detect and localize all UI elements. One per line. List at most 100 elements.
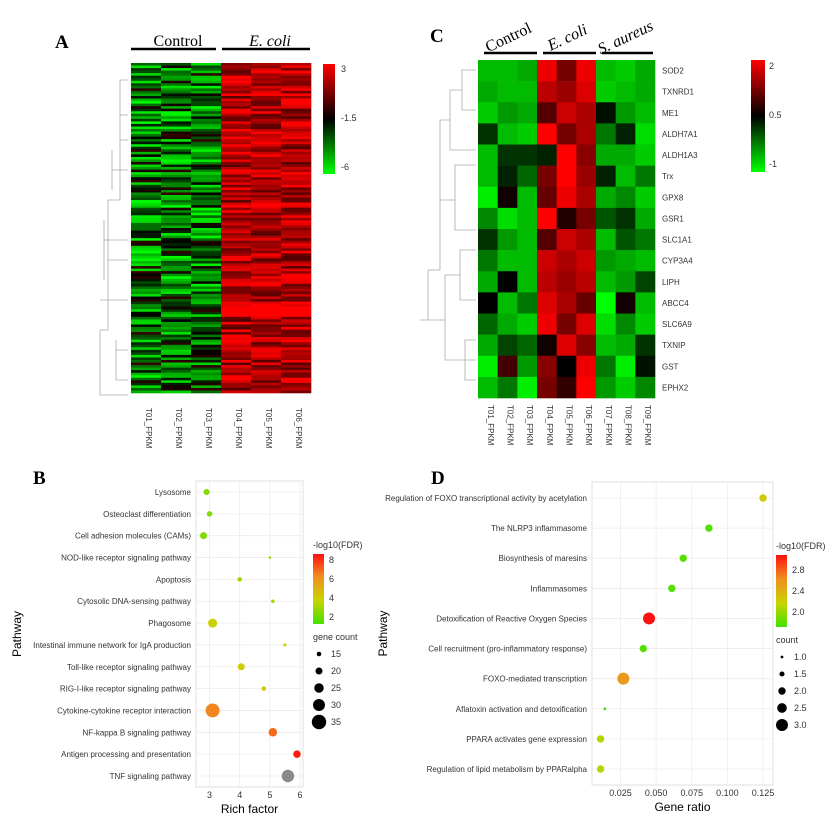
heat-cell xyxy=(191,240,222,244)
heat-cell xyxy=(131,352,162,356)
heat-cell xyxy=(281,357,312,361)
heat-cell xyxy=(281,362,312,366)
heat-cell xyxy=(131,261,162,264)
heat-cell xyxy=(221,337,252,340)
heat-cell xyxy=(251,230,282,234)
pathway-label: Cytosolic DNA-sensing pathway xyxy=(77,597,191,606)
heat-cell xyxy=(281,349,312,353)
heat-cell xyxy=(131,220,162,224)
heat-cell xyxy=(251,75,282,79)
heat-cell xyxy=(161,215,192,219)
heat-cell xyxy=(191,271,222,274)
heat-cell xyxy=(191,212,222,216)
heat-cell xyxy=(251,316,282,320)
heat-cell xyxy=(131,342,162,346)
heat-cell xyxy=(131,258,162,262)
heat-cell xyxy=(281,68,312,71)
heat-cell xyxy=(596,292,616,314)
heat-cell xyxy=(131,78,162,82)
heat-cell xyxy=(251,111,282,115)
heat-cell xyxy=(576,271,597,293)
heat-cell xyxy=(221,314,252,318)
heat-cell xyxy=(281,261,312,264)
heat-cell xyxy=(131,248,162,252)
heat-cell xyxy=(131,294,162,297)
heat-cell xyxy=(161,337,192,340)
heat-cell xyxy=(161,197,192,201)
size-legend-dot xyxy=(777,703,787,713)
heat-cell xyxy=(596,102,616,124)
heat-cell xyxy=(161,334,192,338)
heat-cell xyxy=(281,266,312,269)
heat-cell xyxy=(251,288,282,292)
heat-cell xyxy=(596,186,616,209)
heat-cell xyxy=(221,169,252,173)
sample-label: T07_FPKM xyxy=(604,405,613,446)
heat-cell xyxy=(161,288,192,292)
heat-cell xyxy=(478,313,498,335)
heat-cell xyxy=(251,182,282,186)
heat-cell xyxy=(191,382,222,386)
heat-cell xyxy=(556,60,577,82)
heat-cell xyxy=(191,306,222,310)
heat-cell xyxy=(191,134,222,137)
heat-cell xyxy=(281,271,312,274)
heat-cell xyxy=(191,311,222,315)
heat-cell xyxy=(281,131,312,135)
heat-cell xyxy=(191,80,222,84)
heat-cell xyxy=(537,165,557,188)
heat-cell xyxy=(251,349,282,353)
heat-cell xyxy=(131,207,162,211)
heat-cell xyxy=(131,225,162,229)
heat-cell xyxy=(281,354,312,358)
heat-cell xyxy=(251,141,282,145)
heat-cell xyxy=(161,268,192,272)
heat-cell xyxy=(251,334,282,338)
heat-cell xyxy=(221,352,252,356)
data-point xyxy=(639,644,648,653)
heat-cell xyxy=(131,169,162,173)
heat-cell xyxy=(596,207,616,230)
heat-cell xyxy=(251,177,282,181)
heat-cell xyxy=(517,250,538,272)
heat-cell xyxy=(281,238,312,241)
heat-cell xyxy=(161,352,192,356)
heat-cell xyxy=(576,376,597,399)
heat-cell xyxy=(161,296,192,300)
heat-cell xyxy=(161,240,192,244)
pathway-label: NOD-like receptor signaling pathway xyxy=(61,554,191,563)
heat-cell xyxy=(251,344,282,348)
sample-label: T02_FPKM xyxy=(506,405,515,446)
heat-cell xyxy=(161,266,192,269)
gene-label: ALDH1A3 xyxy=(662,151,698,160)
sample-label: T08_FPKM xyxy=(624,405,633,446)
heat-cell xyxy=(221,90,252,94)
heat-cell xyxy=(191,215,222,219)
heat-cell xyxy=(251,83,282,87)
heat-cell xyxy=(281,177,312,181)
heat-cell xyxy=(131,339,162,343)
heat-cell xyxy=(161,354,192,358)
heat-cell xyxy=(281,149,312,153)
heat-cell xyxy=(221,301,252,305)
heat-cell xyxy=(251,273,282,277)
heat-cell xyxy=(191,339,222,343)
heat-cell xyxy=(191,268,222,272)
heat-cell xyxy=(478,123,498,145)
heat-cell xyxy=(517,165,538,188)
size-legend-dot xyxy=(311,714,327,730)
heat-cell xyxy=(251,205,282,208)
heat-cell xyxy=(221,116,252,120)
heat-cell xyxy=(161,187,192,191)
heat-cell xyxy=(161,387,192,391)
heat-cell xyxy=(131,304,162,307)
heat-cell xyxy=(478,186,498,209)
heat-cell xyxy=(251,88,282,92)
heat-cell xyxy=(251,101,282,104)
heat-cell xyxy=(281,210,312,214)
heat-cell xyxy=(131,63,162,66)
heat-cell xyxy=(615,313,636,335)
heat-cell xyxy=(537,144,557,166)
heat-cell xyxy=(251,332,282,335)
size-legend-title: count xyxy=(776,635,799,645)
